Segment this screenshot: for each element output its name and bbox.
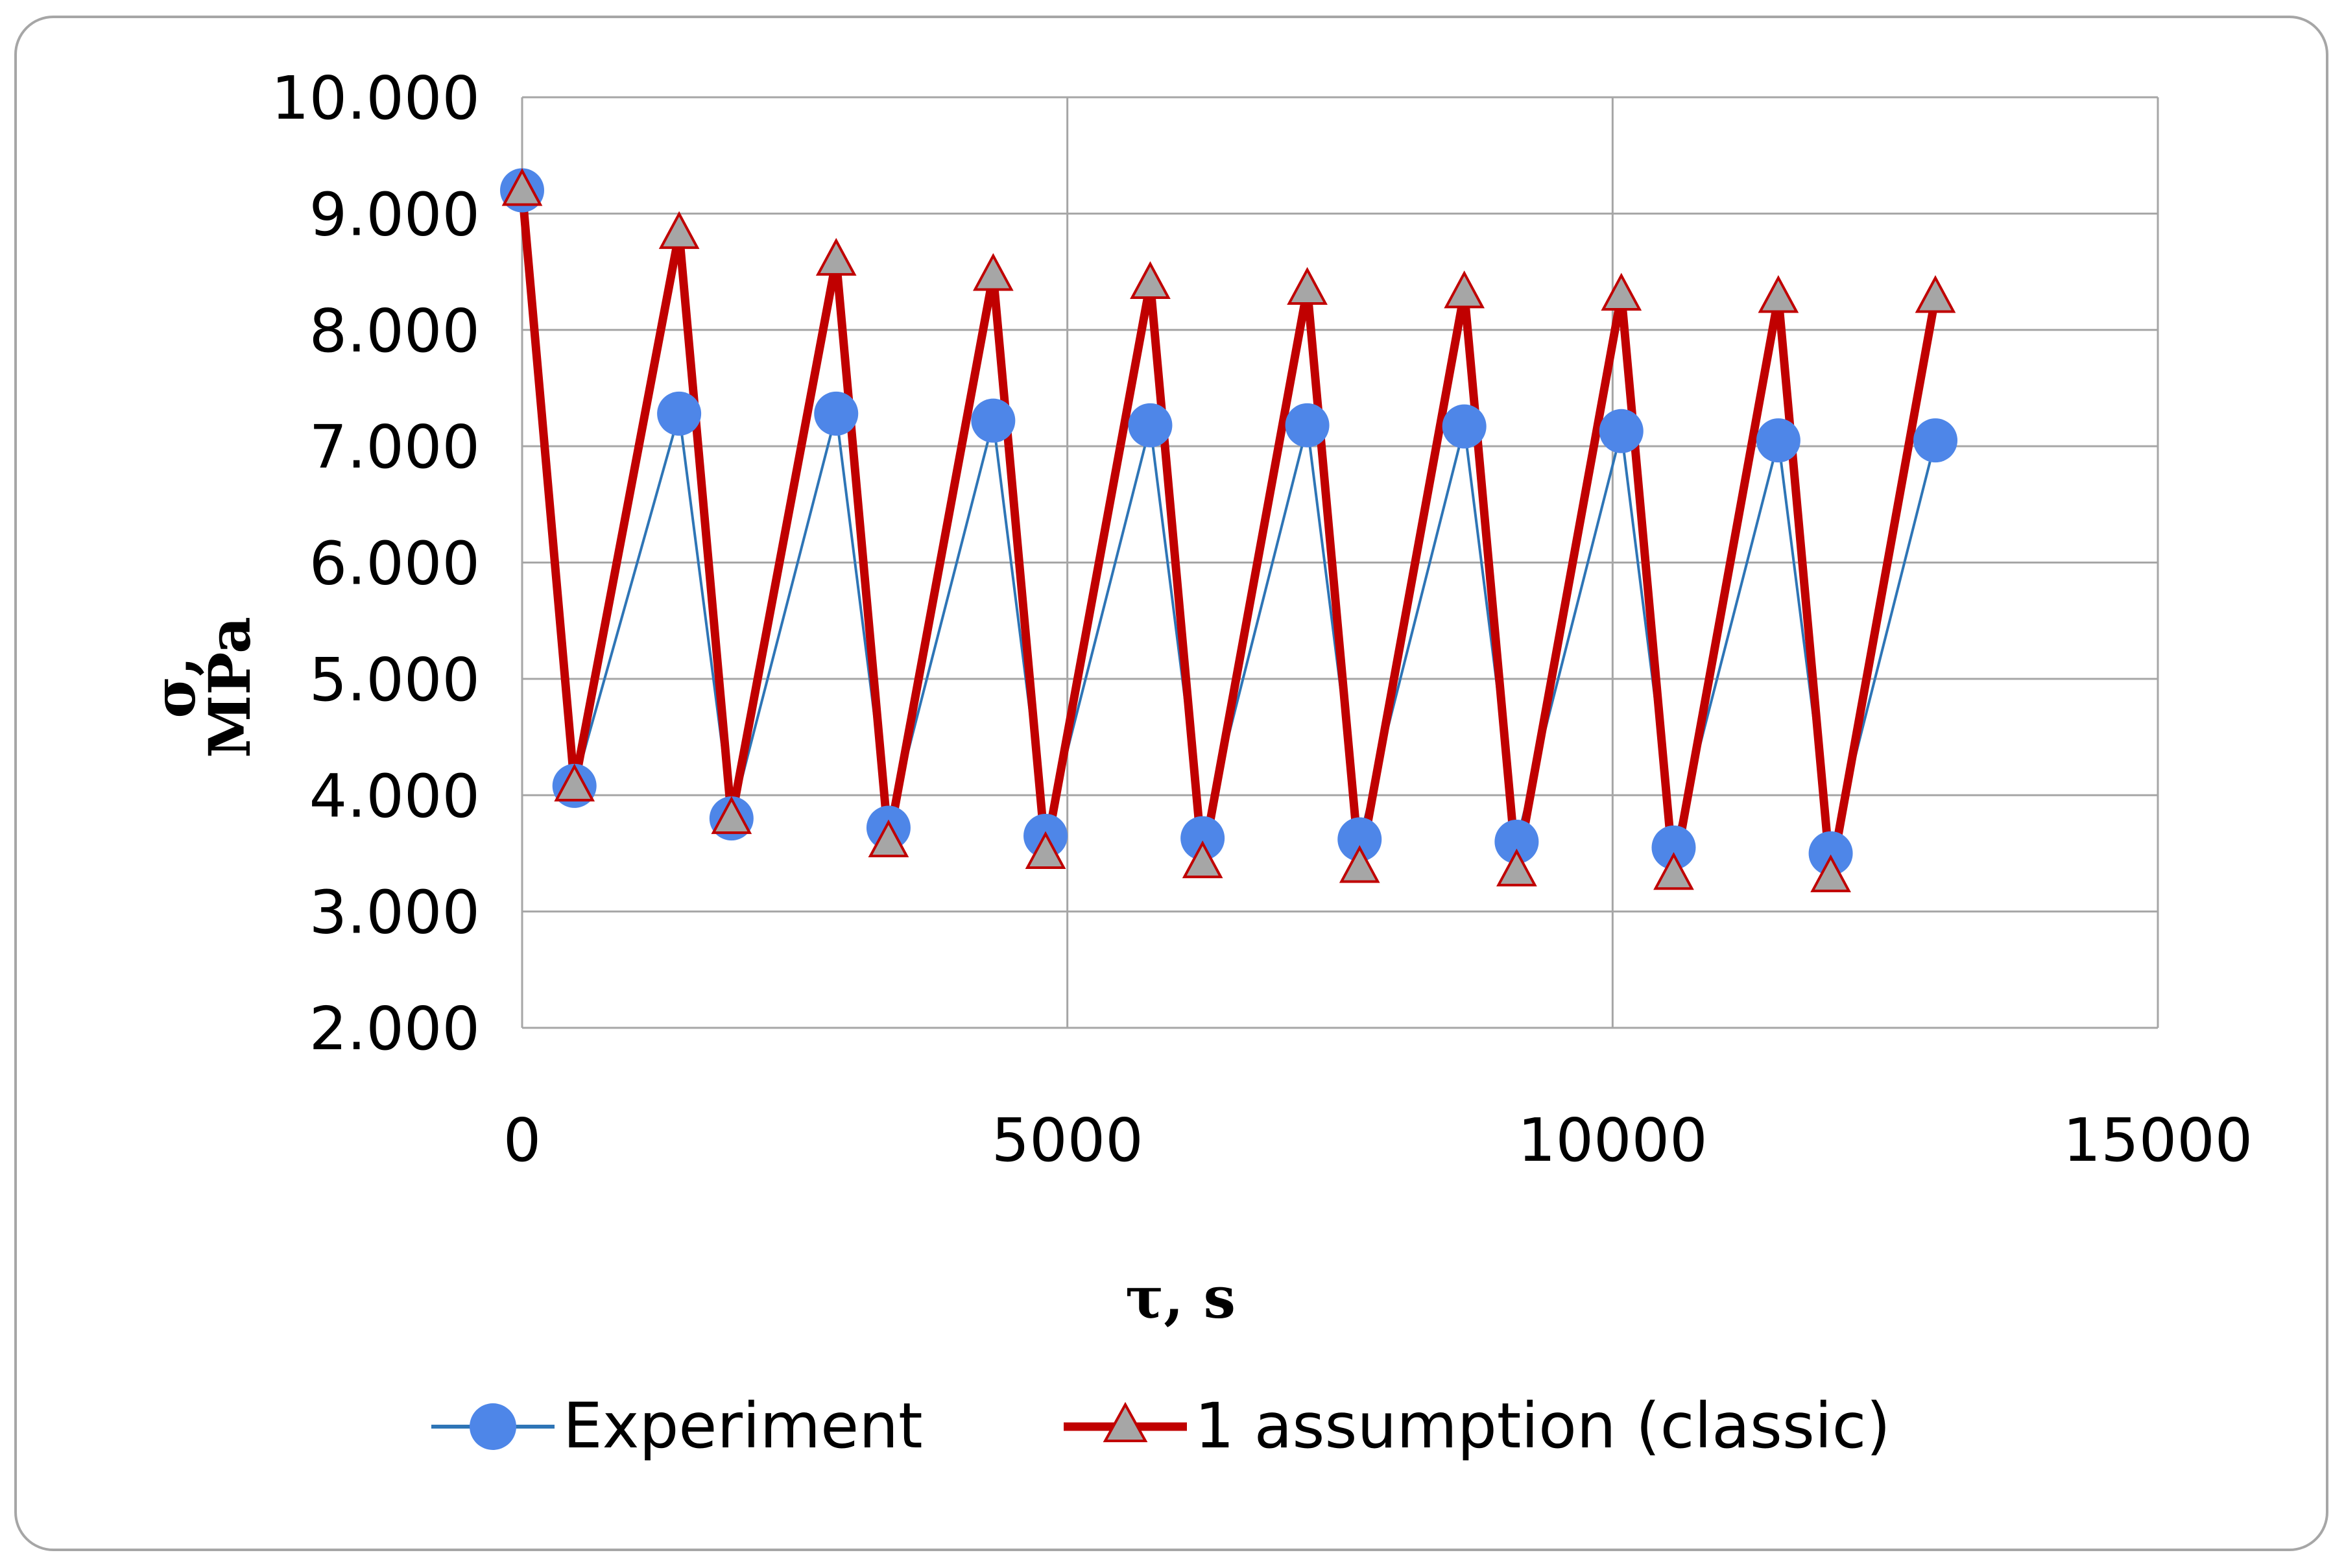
y-axis-title-line1: σ, (141, 656, 208, 719)
data-point-classic (1653, 852, 1694, 890)
x-tick-labels: 0 5000 10000 15000 (503, 1106, 2253, 1175)
y-tick-label: 3.000 (309, 878, 480, 947)
y-tick-label: 5.000 (309, 645, 480, 715)
data-point-classic (658, 211, 700, 249)
data-point-classic (1758, 275, 1799, 313)
data-point-classic (972, 253, 1014, 291)
legend-item-experiment: Experiment (431, 1390, 923, 1462)
data-point-experiment (1285, 403, 1330, 447)
data-point-classic (1915, 275, 1956, 313)
data-point-experiment (1756, 418, 1800, 463)
y-tick-label: 9.000 (309, 180, 480, 249)
legend-label-classic: 1 assumption (classic) (1195, 1390, 1891, 1462)
data-point-experiment (1337, 817, 1382, 862)
y-axis-title: σ, MPa (141, 617, 263, 758)
legend-item-classic: 1 assumption (classic) (1064, 1390, 1891, 1462)
x-axis-title: τ, s (1125, 1264, 1236, 1331)
data-point-classic (815, 237, 857, 276)
data-point-experiment (1442, 404, 1487, 449)
y-tick-label: 7.000 (309, 412, 480, 482)
data-point-experiment (1599, 409, 1644, 453)
axes (521, 97, 2158, 1029)
y-tick-label: 8.000 (309, 296, 480, 366)
y-tick-label: 4.000 (309, 761, 480, 831)
legend-marker-classic (1103, 1401, 1148, 1442)
y-tick-label: 10.000 (271, 64, 480, 133)
data-point-classic (1601, 272, 1642, 311)
legend-marker-experiment (470, 1403, 516, 1450)
data-point-experiment (1180, 816, 1225, 861)
series-layer (500, 168, 1958, 892)
data-point-experiment (814, 391, 859, 436)
data-point-classic (554, 763, 595, 802)
data-point-classic (1182, 840, 1223, 879)
legend-label-experiment: Experiment (563, 1390, 923, 1462)
y-tick-labels: 2.000 3.000 4.000 5.000 6.000 7.000 8.000 9.000… (271, 64, 480, 1063)
y-tick-label: 2.000 (309, 994, 480, 1063)
y-tick-label: 6.000 (309, 529, 480, 599)
data-point-experiment (1913, 418, 1958, 463)
data-point-classic (1496, 848, 1537, 886)
data-point-experiment (1494, 820, 1539, 864)
x-tick-label: 15000 (2063, 1106, 2253, 1175)
data-point-classic (1130, 261, 1171, 299)
data-point-experiment (1808, 831, 1853, 875)
data-point-experiment (1128, 403, 1173, 447)
data-point-classic (1444, 270, 1485, 309)
data-point-classic (868, 819, 909, 857)
data-point-classic (1339, 845, 1380, 883)
legend: Experiment 1 assumption (classic) (431, 1390, 1891, 1462)
data-point-classic (711, 796, 752, 835)
data-point-classic (501, 168, 543, 206)
data-point-classic (1025, 831, 1066, 869)
data-point-experiment (657, 391, 702, 436)
data-point-experiment (1651, 825, 1696, 870)
data-point-classic (1287, 267, 1328, 305)
x-tick-label: 5000 (992, 1106, 1143, 1175)
y-axis-title-line2: MPa (196, 617, 263, 758)
x-tick-label: 10000 (1518, 1106, 1708, 1175)
data-point-classic (1810, 854, 1851, 892)
x-tick-label: 0 (503, 1106, 542, 1175)
data-point-experiment (971, 398, 1016, 443)
